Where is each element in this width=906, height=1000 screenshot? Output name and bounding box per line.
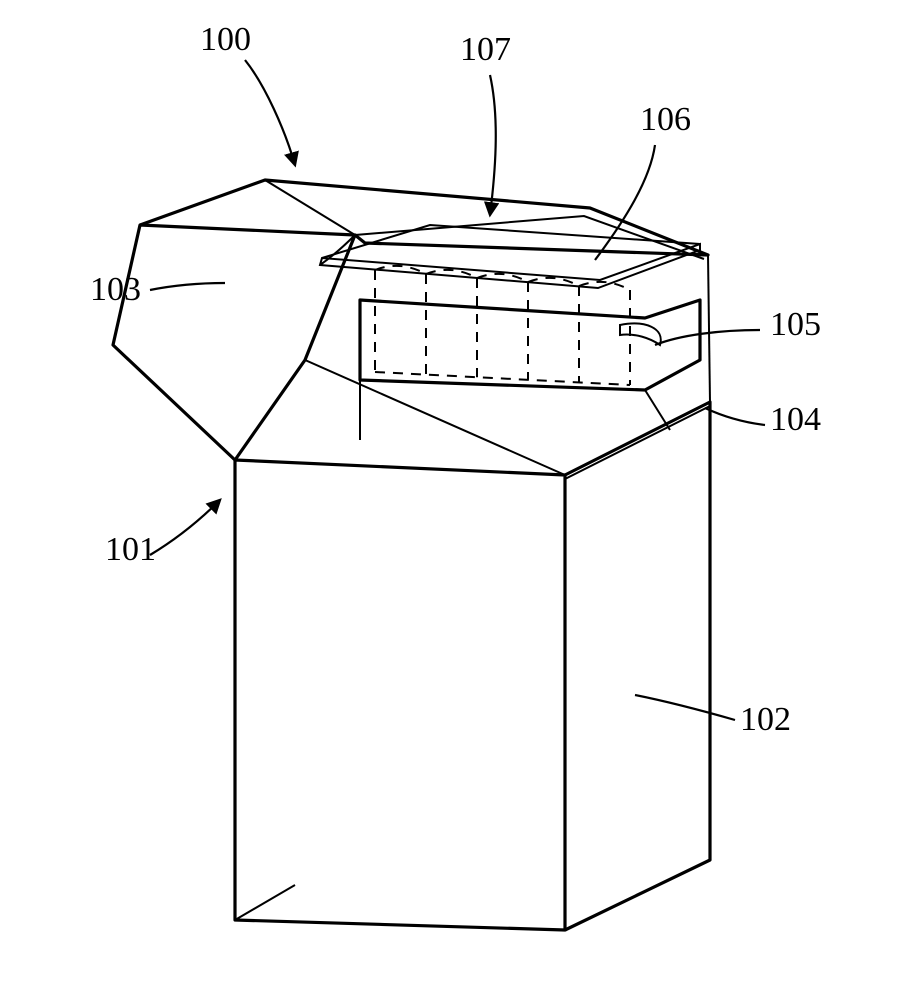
- leader-106: [595, 145, 655, 260]
- ref-label-103: 103: [90, 271, 141, 308]
- box-top-edge-inner: [565, 406, 710, 479]
- leader-103: [150, 283, 225, 290]
- box-bottom-left-depth: [235, 885, 295, 920]
- lid-top: [140, 180, 708, 255]
- ref-label-105: 105: [770, 306, 821, 343]
- leader-105: [655, 330, 760, 345]
- box-front-face: [235, 460, 565, 930]
- lid-facet: [265, 180, 355, 235]
- box-front-cut-line: [235, 360, 565, 475]
- patent-figure: 100 107 106 103 105 104 101 102: [0, 0, 906, 1000]
- inner-liner-flap: [320, 244, 700, 288]
- ref-label-107: 107: [460, 31, 511, 68]
- ref-label-100: 100: [200, 21, 251, 58]
- lid-back-edge: [708, 255, 710, 402]
- leader-101: [150, 500, 220, 555]
- lid-front: [113, 225, 355, 460]
- leader-100: [245, 60, 295, 165]
- leader-104: [705, 408, 765, 425]
- leader-102: [635, 695, 735, 720]
- ref-label-106: 106: [640, 101, 691, 138]
- box-right-face: [565, 402, 710, 930]
- collar-right-edge: [645, 390, 670, 430]
- ref-label-104: 104: [770, 401, 821, 438]
- leader-107: [490, 75, 496, 215]
- ref-label-102: 102: [740, 701, 791, 738]
- ref-label-101: 101: [105, 531, 156, 568]
- liner-peel-tab: [620, 324, 661, 345]
- inner-collar: [360, 300, 700, 390]
